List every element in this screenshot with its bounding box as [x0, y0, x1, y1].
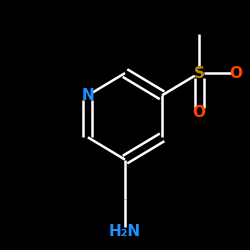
Text: S: S [194, 66, 205, 80]
Text: H₂N: H₂N [109, 224, 141, 239]
Text: O: O [193, 105, 206, 120]
Text: N: N [82, 88, 94, 103]
Text: O: O [230, 66, 243, 80]
